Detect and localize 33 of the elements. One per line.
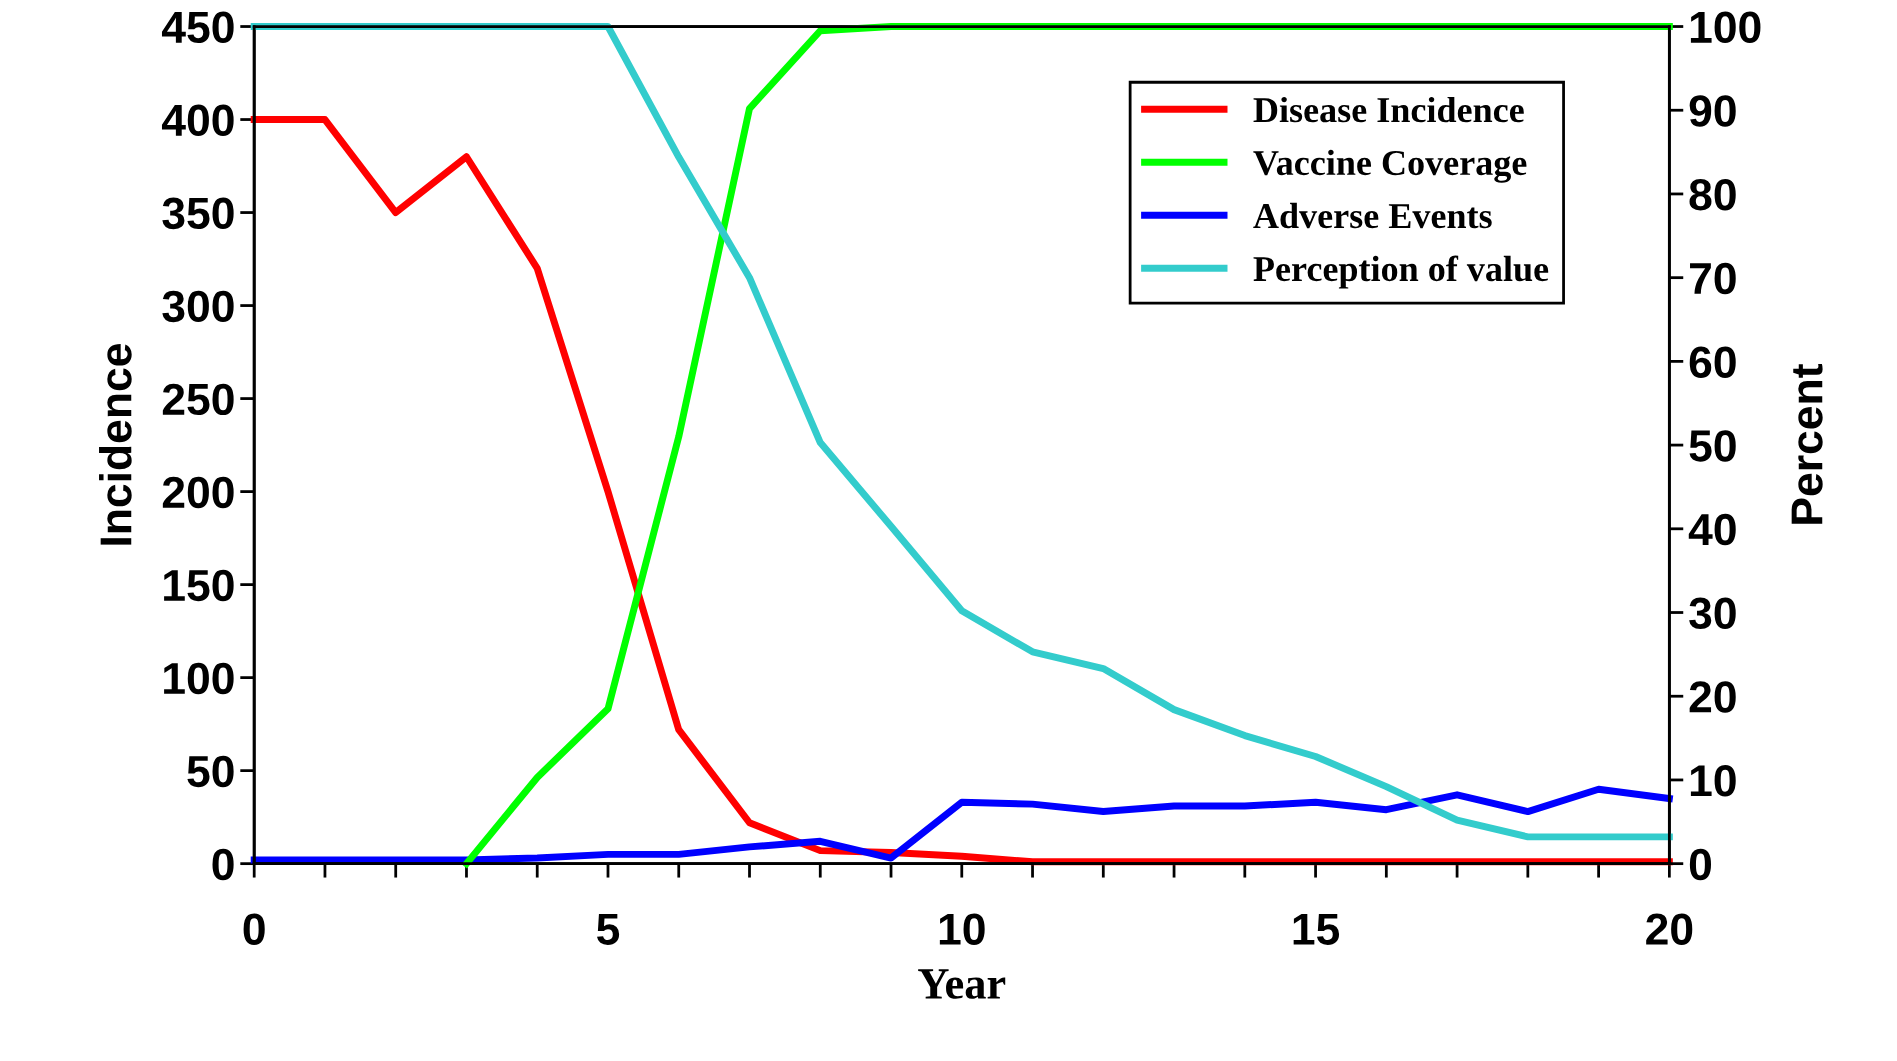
y-tick-label: 400 [161,104,234,137]
x-tick-label: 15 [1293,913,1340,945]
x-tick-label: 5 [597,913,620,945]
y-tick-label: 250 [162,383,234,416]
legend-label: Disease Incidence [1253,96,1524,123]
y-tick-label: 0 [212,848,234,881]
y2-tick-label: 50 [1689,430,1736,462]
y2-tick-label: 60 [1689,346,1736,378]
y2-tick-label: 90 [1689,95,1736,127]
legend-label: Adverse Events [1253,202,1492,229]
y-axis-title: Incidence [99,344,132,545]
y-tick-label: 100 [164,662,234,695]
x-tick-label: 0 [243,913,265,945]
y-tick-label: 350 [162,197,234,230]
legend-label: Vaccine Coverage [1253,149,1527,183]
y2-tick-label: 80 [1689,179,1736,211]
x-axis-title: Year [918,969,1006,999]
y2-tick-label: 0 [1689,848,1712,881]
y-tick-label: 450 [161,11,234,44]
y2-axis-title: Percent [1791,364,1823,524]
legend-label: Perception of value [1253,255,1549,289]
y2-tick-label: 40 [1688,513,1736,546]
y2-tick-label: 100 [1690,11,1761,44]
y2-tick-label: 10 [1690,765,1736,797]
x-tick-label: 20 [1646,913,1693,945]
y-tick-label: 50 [187,755,234,788]
y2-tick-label: 30 [1689,597,1736,630]
y-tick-label: 200 [162,476,234,509]
y2-tick-label: 20 [1689,681,1736,713]
x-tick-label: 10 [939,913,985,945]
y2-tick-label: 70 [1690,262,1736,295]
y-tick-label: 150 [164,569,234,602]
y-tick-label: 300 [162,290,234,323]
